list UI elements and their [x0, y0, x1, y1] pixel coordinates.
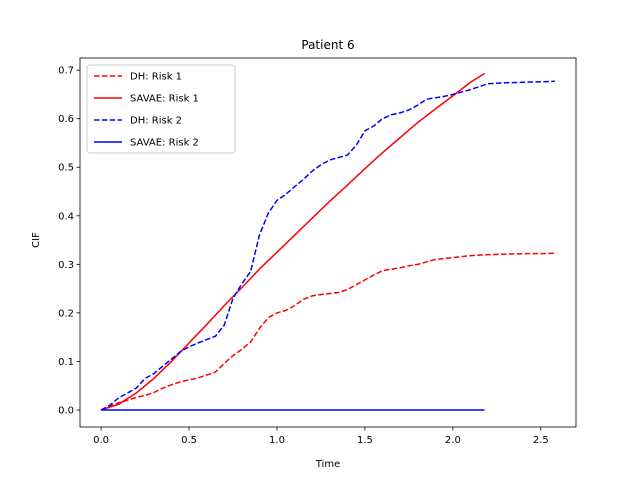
y-tick-label: 0.2 — [58, 308, 74, 319]
y-tick-label: 0.0 — [58, 406, 74, 417]
legend-label-4: SAVAE: Risk 2 — [130, 138, 199, 149]
y-tick-label: 0.5 — [58, 163, 74, 174]
chart-title: Patient 6 — [301, 38, 354, 52]
series-line-2 — [100, 72, 485, 411]
y-tick-label: 0.1 — [58, 357, 74, 368]
y-axis-label: CIF — [31, 232, 42, 248]
legend-box — [86, 64, 236, 154]
legend-label-1: DH: Risk 1 — [130, 72, 182, 83]
x-axis: 0.0 0.5 1.0 1.5 2.0 2.5 — [93, 427, 549, 446]
y-tick-label: 0.3 — [58, 260, 74, 271]
y-tick-label: 0.4 — [58, 211, 74, 222]
x-tick-label: 0.0 — [93, 435, 109, 446]
x-tick-label: 0.5 — [181, 435, 197, 446]
x-tick-label: 2.0 — [445, 435, 461, 446]
x-tick-label: 1.0 — [269, 435, 285, 446]
x-tick-label: 2.5 — [533, 435, 549, 446]
legend-label-2: SAVAE: Risk 1 — [130, 94, 199, 105]
y-tick-label: 0.6 — [58, 114, 74, 125]
plot-frame — [79, 57, 577, 428]
series-line-3 — [100, 80, 555, 411]
x-tick-label: 1.5 — [357, 435, 373, 446]
series-line-1 — [100, 252, 555, 411]
legend: DH: Risk 1 SAVAE: Risk 1 DH: Risk 2 SAVAE: … — [86, 64, 236, 154]
x-axis-label: Time — [315, 459, 340, 470]
legend-label-3: DH: Risk 2 — [130, 116, 182, 127]
y-tick-label: 0.7 — [58, 66, 74, 77]
y-axis: 0.0 0.1 0.2 0.3 0.4 0.5 0.6 0.7 — [58, 66, 80, 417]
plot-area — [79, 57, 577, 428]
